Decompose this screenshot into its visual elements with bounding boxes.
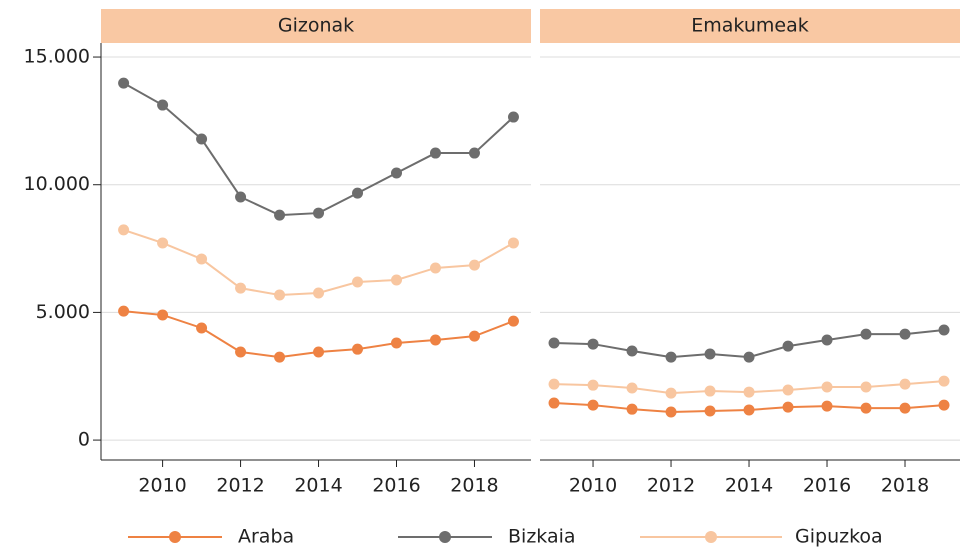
- data-point: [626, 403, 638, 415]
- series-line: [123, 228, 514, 297]
- facet-strip: [540, 9, 960, 43]
- data-point: [429, 334, 441, 346]
- x-tick-label: 2018: [450, 475, 498, 497]
- legend-label: Araba: [238, 526, 294, 548]
- data-point: [821, 400, 833, 412]
- data-point: [899, 378, 911, 390]
- data-point: [313, 287, 325, 299]
- facet-strip: [101, 9, 531, 43]
- data-point: [391, 167, 403, 179]
- data-point: [118, 305, 130, 317]
- data-point: [507, 237, 519, 249]
- data-point: [429, 147, 441, 159]
- data-point: [313, 207, 325, 219]
- data-point: [587, 399, 599, 411]
- data-point: [665, 351, 677, 363]
- y-tick-label: 0: [78, 429, 90, 451]
- data-point: [507, 111, 519, 123]
- data-point: [468, 147, 480, 159]
- data-point: [196, 322, 208, 334]
- data-point: [938, 375, 950, 387]
- data-point: [118, 224, 130, 236]
- data-point: [665, 387, 677, 399]
- data-point: [743, 386, 755, 398]
- x-tick-label: 2012: [647, 475, 695, 497]
- legend-marker: [705, 531, 717, 543]
- data-point: [899, 402, 911, 414]
- data-point: [821, 334, 833, 346]
- data-point: [196, 133, 208, 145]
- data-point: [235, 282, 247, 294]
- data-point: [587, 379, 599, 391]
- data-point: [507, 315, 519, 327]
- data-point: [391, 274, 403, 286]
- data-point: [899, 328, 911, 340]
- data-point: [938, 324, 950, 336]
- data-point: [157, 99, 169, 111]
- data-point: [782, 340, 794, 352]
- data-point: [118, 77, 130, 89]
- data-point: [938, 399, 950, 411]
- data-point: [743, 351, 755, 363]
- legend-label: Bizkaia: [508, 526, 576, 548]
- data-point: [704, 405, 716, 417]
- data-point: [468, 259, 480, 271]
- data-point: [196, 253, 208, 265]
- data-point: [860, 328, 872, 340]
- data-point: [743, 404, 755, 416]
- y-tick-label: 5.000: [36, 301, 90, 323]
- legend-marker: [169, 531, 181, 543]
- data-point: [313, 346, 325, 358]
- data-point: [860, 381, 872, 393]
- data-point: [704, 348, 716, 360]
- data-point: [274, 351, 286, 363]
- data-point: [235, 346, 247, 358]
- x-tick-label: 2014: [725, 475, 773, 497]
- legend-label: Gipuzkoa: [795, 526, 883, 548]
- data-point: [468, 330, 480, 342]
- data-point: [704, 385, 716, 397]
- x-tick-label: 2016: [372, 475, 420, 497]
- data-point: [626, 345, 638, 357]
- facet-title: Gizonak: [278, 15, 354, 37]
- y-tick-label: 10.000: [24, 173, 90, 195]
- data-point: [235, 191, 247, 203]
- legend-marker: [439, 531, 451, 543]
- x-tick-label: 2010: [138, 475, 186, 497]
- data-point: [548, 397, 560, 409]
- data-point: [157, 237, 169, 249]
- data-point: [782, 401, 794, 413]
- data-point: [352, 276, 364, 288]
- facet-title: Emakumeak: [691, 15, 808, 37]
- x-tick-label: 2016: [803, 475, 851, 497]
- data-point: [548, 378, 560, 390]
- data-point: [782, 384, 794, 396]
- data-point: [626, 382, 638, 394]
- data-point: [665, 406, 677, 418]
- data-point: [352, 343, 364, 355]
- data-point: [860, 402, 872, 414]
- data-point: [274, 289, 286, 301]
- data-point: [587, 338, 599, 350]
- data-point: [391, 337, 403, 349]
- data-point: [352, 187, 364, 199]
- data-point: [157, 309, 169, 321]
- data-point: [429, 262, 441, 274]
- x-tick-label: 2018: [881, 475, 929, 497]
- data-point: [821, 381, 833, 393]
- y-tick-label: 15.000: [24, 46, 90, 68]
- data-point: [548, 337, 560, 349]
- x-tick-label: 2014: [294, 475, 342, 497]
- data-point: [274, 209, 286, 221]
- series-line: [123, 82, 515, 217]
- x-tick-label: 2012: [216, 475, 264, 497]
- x-tick-label: 2010: [569, 475, 617, 497]
